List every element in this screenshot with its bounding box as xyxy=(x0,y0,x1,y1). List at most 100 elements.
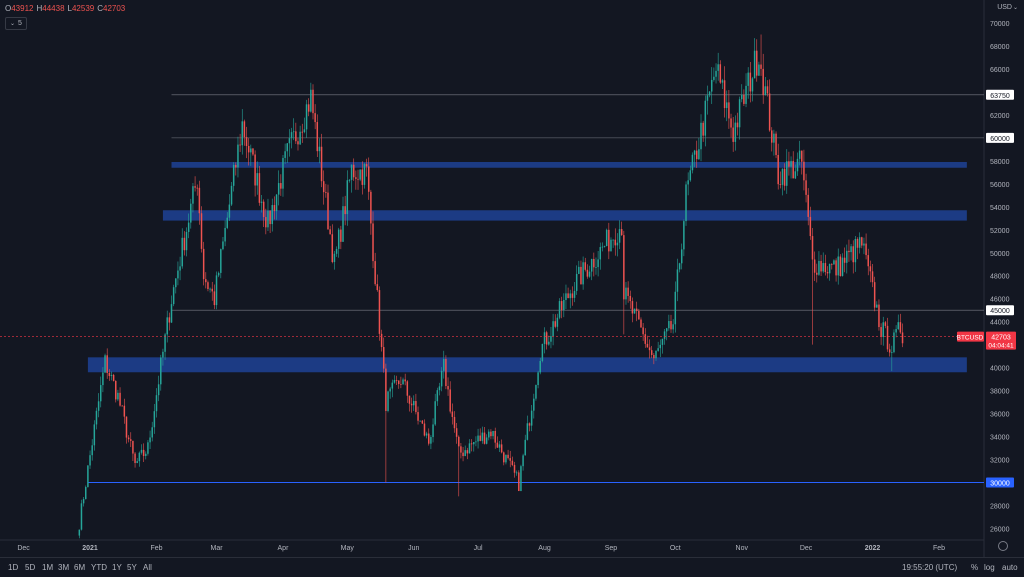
candle-body xyxy=(556,317,559,327)
candle-body xyxy=(110,374,113,376)
candle-body xyxy=(222,241,224,250)
candle-body xyxy=(209,288,211,290)
timeframe-ytd[interactable]: YTD xyxy=(91,563,107,572)
timeframe-all[interactable]: All xyxy=(143,563,152,572)
percent-scale-toggle[interactable]: % xyxy=(971,563,979,572)
candle-body xyxy=(824,263,827,273)
candle-body xyxy=(363,164,366,185)
candle-body xyxy=(593,258,595,268)
candle-body xyxy=(513,464,516,473)
candle-body xyxy=(410,403,413,406)
candle-body xyxy=(408,395,411,404)
candle-body xyxy=(691,154,694,171)
candle-body xyxy=(586,269,589,277)
timeframe-1d[interactable]: 1D xyxy=(8,563,19,572)
candle-body xyxy=(700,122,702,150)
candle-body xyxy=(861,237,863,246)
candle-body xyxy=(85,487,87,500)
timeframe-5y[interactable]: 5Y xyxy=(127,563,137,572)
timeframe-3m[interactable]: 3M xyxy=(58,563,70,572)
candle-body xyxy=(809,216,812,237)
candle-body xyxy=(530,410,533,426)
candle-body xyxy=(355,177,357,179)
candle-body xyxy=(768,93,771,131)
candle-body xyxy=(663,331,666,339)
candle-body xyxy=(764,86,767,96)
candle-body xyxy=(653,354,655,359)
candle-body xyxy=(807,194,809,217)
candle-body xyxy=(192,186,194,204)
candle-body xyxy=(481,432,484,441)
y-tick-label: 66000 xyxy=(990,67,1010,74)
gear-icon[interactable] xyxy=(998,541,1008,551)
candle-body xyxy=(314,113,316,123)
timeframe-1y[interactable]: 1Y xyxy=(112,563,122,572)
x-tick-label: Oct xyxy=(670,545,681,552)
candle-body xyxy=(524,439,526,456)
candle-body xyxy=(620,229,623,236)
candle-body xyxy=(121,405,123,407)
candle-body xyxy=(344,206,346,215)
candle-body xyxy=(316,122,319,152)
candle-body xyxy=(475,441,477,443)
auto-scale-toggle[interactable]: auto xyxy=(1002,563,1018,572)
candle-body xyxy=(275,194,278,212)
candle-body xyxy=(803,161,805,181)
candle-body xyxy=(520,466,522,492)
indicators-toggle-button[interactable]: ⌄ 5 xyxy=(5,17,27,30)
currency-selector[interactable]: USD⌄ xyxy=(997,4,1018,11)
candle-body xyxy=(766,86,769,94)
candle-body xyxy=(391,382,394,389)
candle-body xyxy=(115,380,117,400)
candle-body xyxy=(123,405,126,417)
price-chart[interactable]: 26000 28000 30000 32000 34000 36000 38000 40000… xyxy=(0,0,1024,557)
candle-body xyxy=(213,291,216,306)
candle-body xyxy=(470,443,473,445)
x-tick-label: Feb xyxy=(933,545,945,552)
candle-body xyxy=(125,416,128,438)
timeframe-1m[interactable]: 1M xyxy=(42,563,54,572)
x-tick-label: Nov xyxy=(736,545,749,552)
x-tick-label: Aug xyxy=(538,545,551,552)
candle-body xyxy=(273,205,276,212)
candle-body xyxy=(350,164,353,180)
candle-body xyxy=(582,262,584,285)
candle-body xyxy=(87,465,89,488)
candle-body xyxy=(421,420,424,424)
candle-body xyxy=(539,360,541,373)
candle-body xyxy=(119,392,121,406)
timeframe-5d[interactable]: 5D xyxy=(25,563,36,572)
candle-body xyxy=(743,94,745,104)
candle-body xyxy=(205,279,207,283)
candle-body xyxy=(404,379,406,382)
candle-body xyxy=(719,64,722,83)
candle-body xyxy=(603,245,606,247)
candle-body xyxy=(93,424,96,446)
candle-body xyxy=(633,308,636,314)
candle-body xyxy=(680,249,683,264)
candle-body xyxy=(741,94,743,100)
candle-body xyxy=(166,317,168,335)
candle-body xyxy=(348,179,351,181)
candle-body xyxy=(811,236,814,260)
bottom-toolbar: 1D 5D 1M 3M 6M YTD 1Y 5Y All 19:55:20 (U… xyxy=(0,557,1024,577)
candle-body xyxy=(661,338,664,345)
timeframe-6m[interactable]: 6M xyxy=(74,563,86,572)
candle-body xyxy=(698,149,700,160)
candle-body xyxy=(290,132,293,139)
candle-body xyxy=(145,453,147,456)
candle-body xyxy=(445,359,447,387)
candle-body xyxy=(850,246,852,253)
candle-body xyxy=(466,450,469,454)
candle-body xyxy=(702,122,704,136)
candle-body xyxy=(102,372,104,386)
log-scale-toggle[interactable]: log xyxy=(984,563,995,572)
close-label: C xyxy=(97,4,103,13)
candle-body xyxy=(284,151,286,158)
candle-body xyxy=(151,427,153,438)
utc-clock[interactable]: 19:55:20 (UTC) xyxy=(902,563,958,572)
candle-body xyxy=(638,311,640,320)
symbol-tag-box xyxy=(957,331,984,342)
candle-body xyxy=(760,64,762,69)
candle-body xyxy=(573,290,576,298)
